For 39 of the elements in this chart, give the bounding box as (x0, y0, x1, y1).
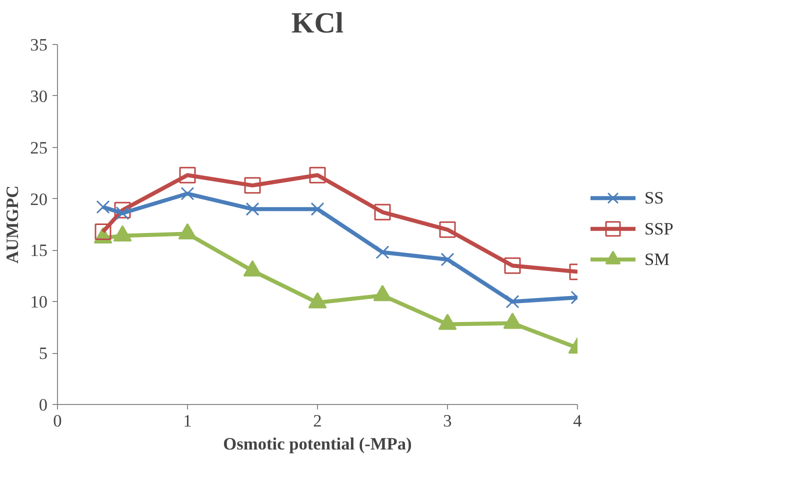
point (309, 166, 326, 184)
point (439, 221, 456, 238)
point (96, 200, 110, 214)
point (440, 252, 454, 266)
point (308, 292, 327, 308)
legend-label: SS (644, 188, 664, 208)
legend-label: SM (644, 250, 670, 270)
x-tick-label: 2 (313, 412, 322, 430)
y-tick-label: 35 (30, 36, 48, 54)
point (374, 204, 391, 220)
point (244, 177, 261, 194)
x-tick-label: 0 (53, 412, 62, 430)
y-tick-label: 30 (30, 86, 48, 106)
point (373, 284, 392, 302)
y-tick-label: 5 (38, 344, 48, 364)
point (243, 260, 262, 276)
point (310, 202, 324, 216)
point (179, 166, 196, 184)
x-tick-label: 3 (443, 412, 452, 430)
point (246, 202, 260, 216)
chart-title: KCl (291, 8, 344, 40)
point (376, 246, 390, 260)
point (504, 257, 521, 274)
x-tick-label: 4 (573, 412, 582, 430)
point (116, 206, 130, 220)
y-tick-label: 25 (30, 138, 48, 158)
y-axis-title: AUMGPC (3, 186, 22, 264)
x-tick-label: 1 (183, 412, 192, 430)
y-tick-label: 20 (30, 190, 48, 209)
point (438, 314, 457, 330)
y-tick-label: 10 (30, 292, 48, 312)
point (94, 223, 112, 240)
point (180, 186, 194, 200)
point (114, 202, 131, 218)
legend-label: SSP (644, 219, 674, 238)
y-tick-label: 0 (38, 396, 48, 414)
point (503, 312, 522, 329)
y-tick-label: 15 (30, 241, 48, 260)
x-axis-title: Osmotic potential (-MPa) (223, 434, 412, 454)
